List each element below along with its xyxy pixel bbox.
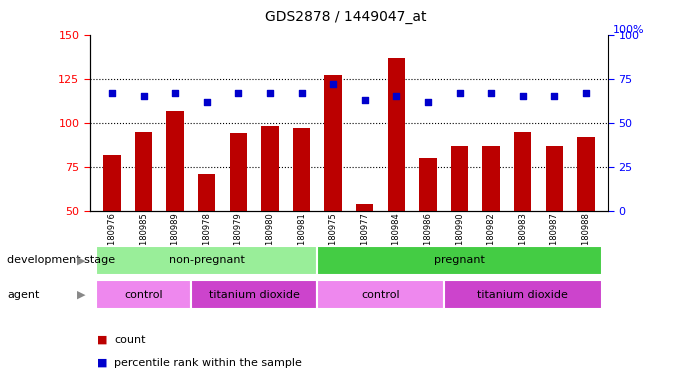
Point — [138, 93, 149, 99]
Point — [359, 97, 370, 103]
Bar — [96, 246, 317, 275]
Text: GDS2878 / 1449047_at: GDS2878 / 1449047_at — [265, 10, 426, 23]
Bar — [261, 126, 278, 211]
Text: control: control — [361, 290, 400, 300]
Text: development stage: development stage — [7, 255, 115, 265]
Bar — [546, 146, 563, 211]
Text: titanium dioxide: titanium dioxide — [477, 290, 568, 300]
Text: 100%: 100% — [614, 25, 645, 35]
Point — [328, 81, 339, 87]
Bar — [191, 280, 317, 309]
Point — [549, 93, 560, 99]
Bar — [419, 158, 437, 211]
Point — [201, 99, 212, 105]
Text: count: count — [114, 335, 146, 345]
Text: agent: agent — [7, 290, 39, 300]
Bar — [135, 132, 152, 211]
Text: ■: ■ — [97, 335, 107, 345]
Bar — [325, 75, 342, 211]
Point — [106, 90, 117, 96]
Bar — [317, 280, 444, 309]
Point — [580, 90, 591, 96]
Text: ■: ■ — [97, 358, 107, 368]
Text: titanium dioxide: titanium dioxide — [209, 290, 300, 300]
Point — [296, 90, 307, 96]
Text: pregnant: pregnant — [434, 255, 485, 265]
Bar — [482, 146, 500, 211]
Point — [391, 93, 402, 99]
Point — [422, 99, 433, 105]
Text: non-pregnant: non-pregnant — [169, 255, 245, 265]
Point — [454, 90, 465, 96]
Bar — [229, 134, 247, 211]
Bar — [577, 137, 595, 211]
Bar — [317, 246, 602, 275]
Bar — [103, 155, 121, 211]
Text: ▶: ▶ — [77, 255, 86, 265]
Bar — [293, 128, 310, 211]
Bar — [356, 204, 373, 211]
Point — [486, 90, 497, 96]
Bar — [388, 58, 405, 211]
Bar — [514, 132, 531, 211]
Point — [169, 90, 180, 96]
Text: percentile rank within the sample: percentile rank within the sample — [114, 358, 302, 368]
Point — [518, 93, 529, 99]
Bar — [96, 280, 191, 309]
Bar — [167, 111, 184, 211]
Bar — [444, 280, 602, 309]
Point — [233, 90, 244, 96]
Bar — [198, 174, 216, 211]
Bar — [451, 146, 468, 211]
Text: control: control — [124, 290, 163, 300]
Point — [265, 90, 276, 96]
Text: ▶: ▶ — [77, 290, 86, 300]
